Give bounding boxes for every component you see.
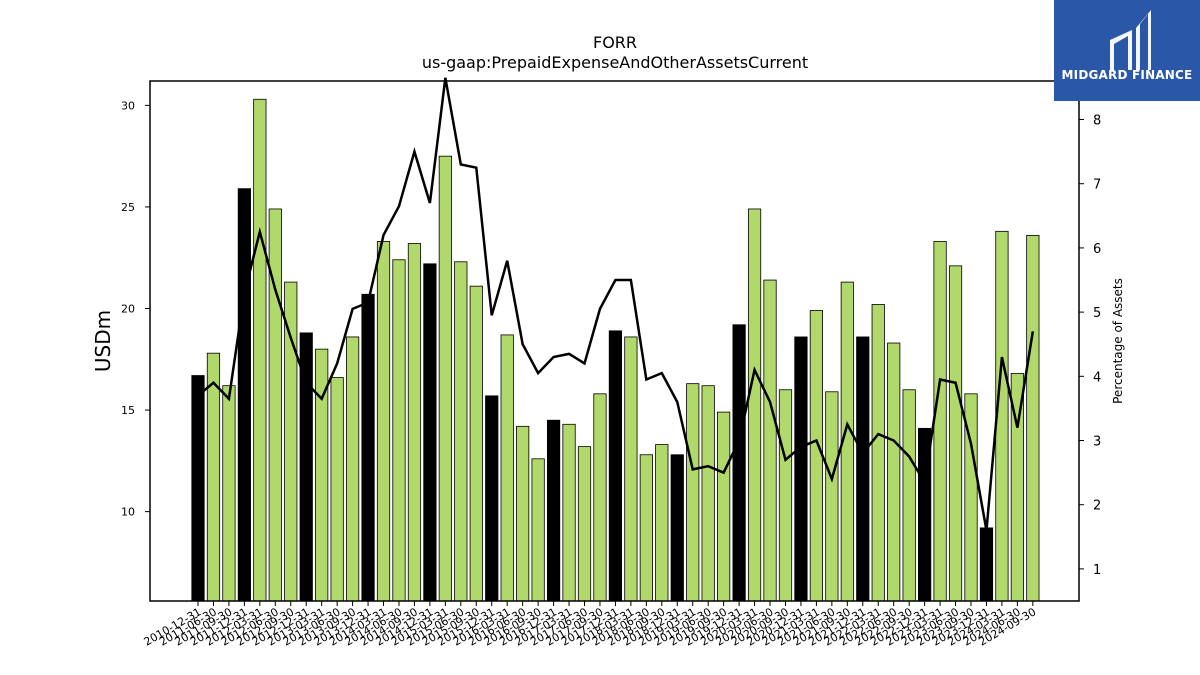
bar	[376, 241, 391, 602]
bar	[778, 389, 793, 602]
bar	[562, 423, 576, 602]
bar	[361, 293, 375, 602]
bar	[191, 375, 205, 602]
bar	[407, 243, 422, 602]
bar	[546, 419, 561, 602]
bar	[284, 281, 298, 602]
bar	[747, 208, 762, 602]
bar	[763, 279, 777, 602]
y2-tick-label: 5	[1093, 306, 1101, 321]
y-tick-label: 25	[121, 201, 135, 214]
bar	[701, 385, 715, 602]
y2-tick-label: 7	[1093, 178, 1101, 193]
bar	[825, 391, 839, 602]
bar	[794, 336, 808, 602]
brand-logo: MIDGARD FINANCE	[1054, 0, 1200, 101]
bar	[732, 324, 746, 602]
bar	[438, 155, 452, 602]
y-tick-label: 15	[121, 404, 135, 417]
bar	[222, 385, 236, 602]
bar	[639, 454, 653, 602]
chart-subtitle: us-gaap:PrepaidExpenseAndOtherAssetsCurr…	[422, 53, 808, 72]
bar	[345, 336, 360, 602]
bar	[1026, 234, 1040, 602]
bar	[577, 446, 592, 602]
bar	[717, 411, 731, 602]
bar	[670, 454, 684, 602]
pct-assets-line	[197, 77, 1035, 531]
bar	[686, 383, 700, 602]
y-tick-label: 30	[121, 99, 135, 112]
bar	[593, 393, 607, 602]
bar	[948, 265, 963, 602]
bar	[206, 352, 221, 602]
bar	[330, 377, 344, 602]
y-axis-label: USDm	[91, 310, 115, 372]
bar	[933, 241, 947, 602]
bar	[979, 527, 994, 602]
y2-tick-label: 6	[1093, 242, 1101, 257]
bar	[237, 188, 251, 602]
y2-tick-label: 2	[1093, 499, 1101, 514]
y2-tick-label: 1	[1093, 563, 1101, 578]
bar	[469, 285, 483, 602]
logo-text: MIDGARD FINANCE	[1061, 68, 1193, 82]
chart-title: FORR	[593, 33, 637, 52]
bar	[655, 444, 669, 602]
bar	[608, 330, 623, 602]
bar	[454, 261, 468, 602]
bar	[268, 208, 282, 602]
plot-frame	[149, 80, 1080, 602]
bar	[856, 336, 870, 602]
y-tick-label: 20	[121, 303, 135, 316]
bar	[887, 342, 901, 602]
y2-tick-label: 3	[1093, 435, 1101, 450]
x-axis: 2010-12-312011-06-302011-09-302011-12-31…	[142, 601, 1038, 649]
bar	[809, 310, 824, 602]
bar	[253, 98, 267, 602]
y2-tick-label: 4	[1093, 370, 1101, 385]
y-tick-label: 10	[121, 506, 135, 519]
y-axis-right: 1 2 3 4 5 6 7 8	[1079, 114, 1101, 578]
bar	[392, 259, 406, 602]
bar	[500, 334, 514, 602]
bar	[485, 395, 499, 602]
y-axis-left: 10 15 20 25 30	[121, 99, 150, 519]
pct-line-series	[197, 77, 1035, 531]
logo-mark-icon	[1110, 10, 1151, 70]
bar	[423, 263, 437, 602]
y2-tick-label: 8	[1093, 114, 1101, 129]
bar	[516, 425, 530, 602]
bar	[624, 336, 638, 602]
bar	[902, 389, 916, 602]
y2-axis-label: Percentage of Assets	[1111, 278, 1125, 404]
bar	[531, 458, 545, 602]
bar	[871, 304, 885, 602]
bar-series	[191, 98, 1040, 602]
